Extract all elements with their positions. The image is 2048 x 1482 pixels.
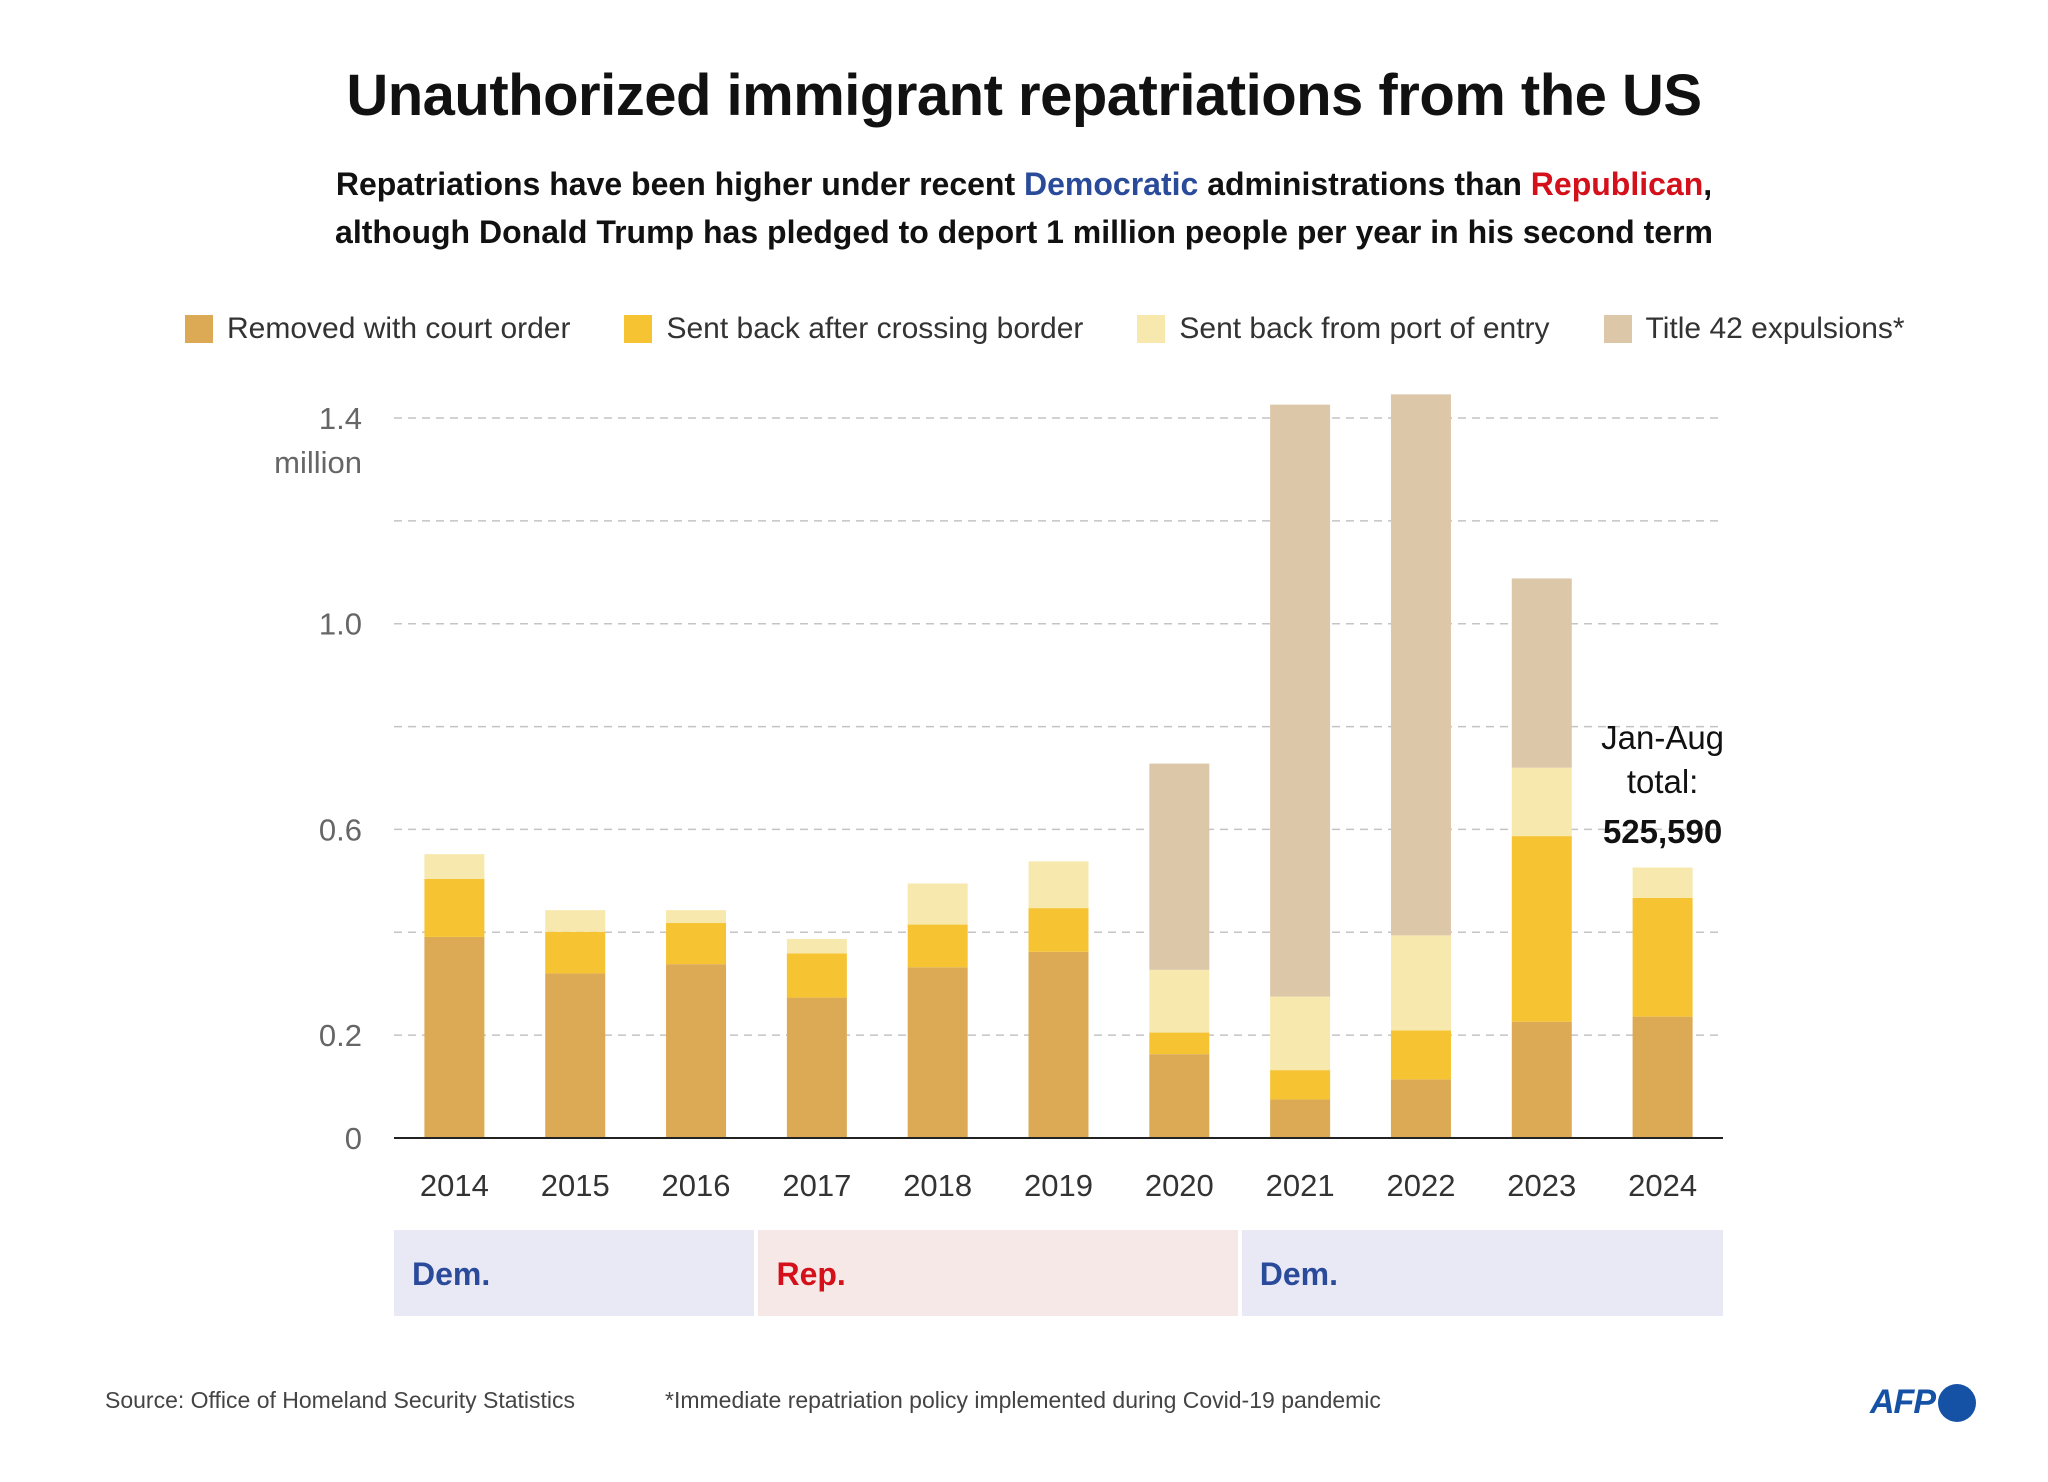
legend: Removed with court order Sent back after… [185,312,1959,346]
administration-label: Rep. [776,1256,846,1292]
bar-segment-crossing-2014 [424,878,485,937]
y-tick-label: 1.0 [319,607,362,642]
bar-segment-port-2023 [1511,767,1572,837]
administration-label: Dem. [412,1256,491,1292]
bar-segment-port-2018 [907,883,968,925]
source-note: Source: Office of Homeland Security Stat… [105,1387,575,1413]
subtitle-text: , [1703,166,1713,202]
footnote: *Immediate repatriation policy implement… [665,1387,1381,1413]
republican-word: Republican [1530,166,1704,202]
legend-item-crossing: Sent back after crossing border [624,312,1083,346]
bar-segment-court-2020 [1149,1054,1210,1138]
bar-segment-port-2024 [1632,867,1693,898]
legend-label: Title 42 expulsions* [1645,312,1905,345]
bar-segment-crossing-2024 [1632,897,1693,1017]
bar-segment-court-2021 [1270,1099,1331,1138]
legend-item-court: Removed with court order [185,312,570,346]
annotation-value: 525,590 [1603,813,1722,850]
bar-segment-crossing-2018 [907,924,968,968]
legend-item-title42: Title 42 expulsions* [1603,312,1905,346]
administration-label: Dem. [1259,1256,1338,1292]
bar-segment-crossing-2023 [1511,836,1572,1022]
x-tick-label: 2019 [1024,1168,1093,1203]
legend-swatch-crossing [624,315,653,343]
bar-segment-port-2022 [1390,935,1451,1031]
bar-segment-court-2014 [424,936,485,1138]
x-tick-label: 2021 [1266,1168,1335,1203]
y-tick-label: 0 [345,1121,362,1156]
administration-band-dem: Dem. [394,1230,755,1316]
y-axis-unit-label: million [274,445,362,480]
bar-segment-court-2016 [666,964,727,1138]
bar-segment-court-2024 [1632,1016,1693,1138]
bar-segment-port-2021 [1270,996,1331,1071]
bar-segment-court-2022 [1390,1079,1451,1138]
bar-segment-court-2017 [786,997,847,1138]
legend-item-port: Sent back from port of entry [1137,312,1550,346]
bar-segment-title42-2023 [1511,578,1572,768]
administration-band-rep: Rep. [758,1230,1238,1316]
bar-segment-crossing-2020 [1149,1032,1210,1055]
bar-segment-crossing-2016 [666,923,727,965]
chart-title: Unauthorized immigrant repatriations fro… [346,63,1702,128]
subtitle-line-2: although Donald Trump has pledged to dep… [335,214,1713,250]
bar-segment-title42-2022 [1390,394,1451,936]
bar-segment-crossing-2017 [786,953,847,998]
bar-segment-title42-2021 [1270,404,1331,997]
bar-segment-title42-2020 [1149,763,1210,970]
x-tick-label: 2020 [1145,1168,1214,1203]
legend-label: Removed with court order [227,312,571,345]
afp-logo-text: AFP [1870,1383,1936,1421]
democratic-word: Democratic [1024,166,1199,202]
x-tick-label: 2024 [1628,1168,1697,1203]
x-tick-label: 2016 [662,1168,731,1203]
legend-label: Sent back from port of entry [1179,312,1550,345]
bar-segment-port-2020 [1149,969,1210,1033]
y-tick-label: 0.2 [319,1018,362,1053]
x-tick-label: 2023 [1507,1168,1576,1203]
bar-segment-port-2019 [1028,861,1089,909]
bar-segment-port-2017 [786,938,847,954]
bar-segment-crossing-2019 [1028,908,1089,952]
bar-segment-crossing-2015 [545,931,606,974]
x-tick-label: 2018 [903,1168,972,1203]
administration-band-dem: Dem. [1241,1230,1723,1316]
bar-segment-court-2015 [545,973,606,1138]
y-tick-label: 1.4 [319,401,362,436]
bar-segment-crossing-2021 [1270,1070,1331,1100]
subtitle-text: administrations than [1198,166,1531,202]
legend-swatch-port [1137,315,1166,343]
bar-segment-court-2018 [907,967,968,1138]
bar-segment-court-2023 [1511,1021,1572,1138]
chart-subtitle: Repatriations have been higher under rec… [0,160,2048,256]
bar-segment-crossing-2022 [1390,1030,1451,1080]
subtitle-text: Repatriations have been higher under rec… [335,166,1025,202]
subtitle-line-1: Repatriations have been higher under rec… [0,160,2048,208]
annotation-line-2: total: [1627,763,1699,800]
annotation-line-1: Jan-Aug [1601,719,1724,756]
bar-segment-port-2014 [424,854,485,879]
bar-segment-port-2016 [666,910,727,924]
legend-swatch-court [185,315,213,343]
bar-segment-port-2015 [545,910,606,932]
x-tick-label: 2017 [782,1168,851,1203]
x-tick-label: 2014 [420,1168,489,1203]
bar-segment-court-2019 [1028,951,1089,1138]
legend-swatch-title42 [1603,315,1632,343]
legend-label: Sent back after crossing border [666,312,1084,345]
afp-logo: AFP [1870,1383,1976,1422]
x-tick-label: 2022 [1386,1168,1455,1203]
y-tick-label: 0.6 [319,812,362,847]
afp-logo-dot-icon [1938,1383,1976,1422]
x-tick-label: 2015 [541,1168,610,1203]
